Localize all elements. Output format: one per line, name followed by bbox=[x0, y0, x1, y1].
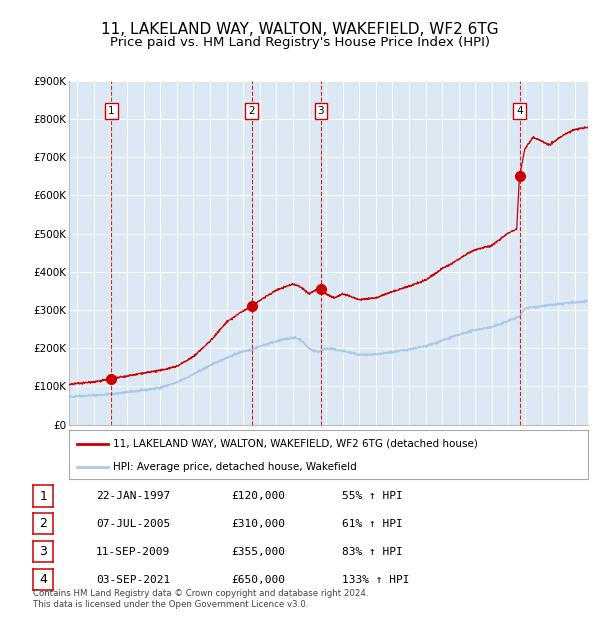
Text: 2: 2 bbox=[248, 106, 255, 116]
Text: 4: 4 bbox=[516, 106, 523, 116]
Text: 11-SEP-2009: 11-SEP-2009 bbox=[96, 547, 170, 557]
Text: 133% ↑ HPI: 133% ↑ HPI bbox=[342, 575, 409, 585]
Text: £120,000: £120,000 bbox=[231, 491, 285, 501]
Text: 3: 3 bbox=[317, 106, 324, 116]
Text: £650,000: £650,000 bbox=[231, 575, 285, 585]
Text: £355,000: £355,000 bbox=[231, 547, 285, 557]
Text: 11, LAKELAND WAY, WALTON, WAKEFIELD, WF2 6TG (detached house): 11, LAKELAND WAY, WALTON, WAKEFIELD, WF2… bbox=[113, 439, 478, 449]
Text: 1: 1 bbox=[39, 490, 47, 502]
Text: 55% ↑ HPI: 55% ↑ HPI bbox=[342, 491, 403, 501]
Text: 61% ↑ HPI: 61% ↑ HPI bbox=[342, 519, 403, 529]
Text: 3: 3 bbox=[39, 546, 47, 558]
Text: £310,000: £310,000 bbox=[231, 519, 285, 529]
Text: 4: 4 bbox=[39, 574, 47, 586]
Text: Price paid vs. HM Land Registry's House Price Index (HPI): Price paid vs. HM Land Registry's House … bbox=[110, 36, 490, 49]
Text: 11, LAKELAND WAY, WALTON, WAKEFIELD, WF2 6TG: 11, LAKELAND WAY, WALTON, WAKEFIELD, WF2… bbox=[101, 22, 499, 37]
Text: 22-JAN-1997: 22-JAN-1997 bbox=[96, 491, 170, 501]
Text: Contains HM Land Registry data © Crown copyright and database right 2024.
This d: Contains HM Land Registry data © Crown c… bbox=[33, 590, 368, 609]
Text: HPI: Average price, detached house, Wakefield: HPI: Average price, detached house, Wake… bbox=[113, 462, 357, 472]
Text: 83% ↑ HPI: 83% ↑ HPI bbox=[342, 547, 403, 557]
Text: 03-SEP-2021: 03-SEP-2021 bbox=[96, 575, 170, 585]
Text: 2: 2 bbox=[39, 518, 47, 530]
Text: 07-JUL-2005: 07-JUL-2005 bbox=[96, 519, 170, 529]
Text: 1: 1 bbox=[108, 106, 115, 116]
